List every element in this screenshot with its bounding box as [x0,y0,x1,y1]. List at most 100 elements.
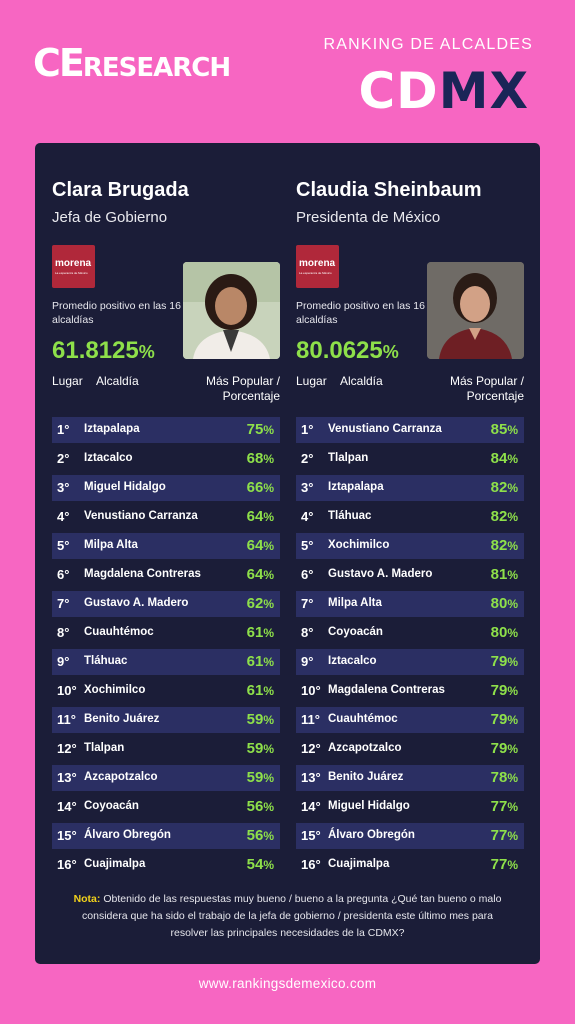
approval-number: 77 [490,827,508,844]
rank-position: 15° [301,828,321,843]
percent-sign: % [507,568,518,582]
percent-sign: % [263,423,274,437]
percent-sign: % [263,800,274,814]
approval-number: 64 [246,537,264,554]
alcaldia-name: Venustiano Carranza [84,510,198,522]
approval-value: 77% [491,827,518,844]
ranking-row: 7° Milpa Alta 80% [296,591,524,617]
percent-sign: % [507,800,518,814]
approval-value: 77% [491,798,518,815]
alcaldia-name: Venustiano Carranza [328,423,442,435]
ranking-row: 10° Xochimilco 61% [52,678,280,704]
average-value: 80.0625% [296,337,399,365]
cdmx-title: CDMX [358,66,529,116]
percent-sign: % [507,452,518,466]
header-lugar: Lugar [296,374,327,388]
approval-value: 77% [491,856,518,873]
party-slogan: La esperanza de México [55,271,88,275]
approval-number: 59 [246,711,264,728]
approval-value: 68% [247,450,274,467]
ranking-row: 6° Magdalena Contreras 64% [52,562,280,588]
approval-value: 80% [491,595,518,612]
alcaldia-name: Tláhuac [328,510,372,522]
rank-position: 4° [57,509,70,524]
alcaldia-name: Azcapotzalco [84,771,158,783]
rank-position: 3° [57,480,70,495]
average-percent-sign: % [138,342,155,362]
approval-number: 59 [246,740,264,757]
ranking-row: 15° Álvaro Obregón 56% [52,823,280,849]
rank-position: 16° [301,857,321,872]
column-sheinbaum: Claudia Sheinbaum Presidenta de México m… [296,143,524,964]
website-link[interactable]: www.rankingsdemexico.com [198,976,377,991]
average-label: Promedio positivo en las 16 alcaldías [52,300,181,326]
alcaldia-name: Cuauhtémoc [328,713,398,725]
approval-value: 80% [491,624,518,641]
approval-value: 61% [247,682,274,699]
rank-position: 1° [301,422,314,437]
percent-sign: % [507,510,518,524]
ranking-title: RANKING DE ALCALDES [323,36,533,53]
approval-value: 78% [491,769,518,786]
rank-position: 15° [57,828,77,843]
official-photo [427,262,524,359]
approval-number: 54 [246,856,264,873]
percent-sign: % [263,829,274,843]
approval-number: 62 [246,595,264,612]
alcaldia-name: Tlalpan [328,452,369,464]
rank-position: 6° [57,567,70,582]
header-popular: Más Popular / Porcentaje [450,374,524,404]
approval-number: 84 [490,450,508,467]
approval-value: 81% [491,566,518,583]
alcaldia-name: Álvaro Obregón [328,829,415,841]
ranking-row: 7° Gustavo A. Madero 62% [52,591,280,617]
rank-position: 12° [301,741,321,756]
percent-sign: % [507,684,518,698]
percent-sign: % [263,713,274,727]
logo-research: RESEARCH [82,53,231,83]
approval-number: 79 [490,682,508,699]
approval-number: 80 [490,624,508,641]
ranking-row: 5° Milpa Alta 64% [52,533,280,559]
alcaldia-name: Gustavo A. Madero [328,568,433,580]
percent-sign: % [507,481,518,495]
approval-number: 64 [246,566,264,583]
approval-value: 56% [247,798,274,815]
ranking-row: 10° Magdalena Contreras 79% [296,678,524,704]
approval-value: 64% [247,508,274,525]
approval-value: 59% [247,769,274,786]
alcaldia-name: Cuajimalpa [84,858,146,870]
approval-value: 79% [491,711,518,728]
header-alcaldia: Alcaldía [340,374,383,388]
percent-sign: % [263,684,274,698]
percent-sign: % [507,597,518,611]
alcaldia-name: Cuajimalpa [328,858,390,870]
percent-sign: % [263,597,274,611]
ranking-row: 14° Coyoacán 56% [52,794,280,820]
alcaldia-name: Milpa Alta [84,539,138,551]
percent-sign: % [263,568,274,582]
party-name: morena [299,258,336,269]
approval-number: 79 [490,711,508,728]
approval-number: 66 [246,479,264,496]
approval-value: 79% [491,682,518,699]
rank-position: 16° [57,857,77,872]
approval-value: 61% [247,653,274,670]
approval-number: 56 [246,798,264,815]
approval-value: 59% [247,740,274,757]
percent-sign: % [263,510,274,524]
ranking-row: 9° Tláhuac 61% [52,649,280,675]
ranking-row: 9° Iztacalco 79% [296,649,524,675]
rank-position: 5° [301,538,314,553]
ce-research-logo: CERESEARCH [33,44,231,83]
alcaldia-name: Iztapalapa [84,423,140,435]
header-popular: Más Popular / Porcentaje [206,374,280,404]
approval-number: 68 [246,450,264,467]
rank-position: 7° [301,596,314,611]
column-brugada: Clara Brugada Jefa de Gobierno morena La… [52,143,280,964]
ranking-row: 4° Venustiano Carranza 64% [52,504,280,530]
ranking-row: 3° Miguel Hidalgo 66% [52,475,280,501]
morena-logo: morena La esperanza de México [52,245,95,288]
party-slogan: La esperanza de México [299,271,332,275]
percent-sign: % [263,452,274,466]
